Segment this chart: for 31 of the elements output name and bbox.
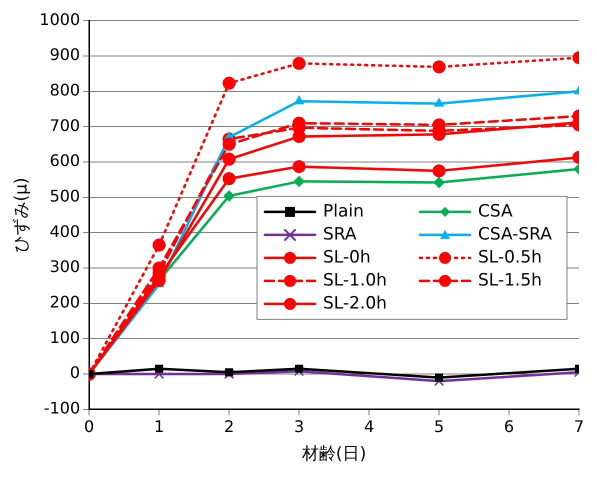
legend-label: SRA [323,224,357,244]
y-tick-label: 700 [50,116,80,135]
y-tick-label: -100 [44,398,80,418]
y-tick-label: 500 [50,186,80,206]
x-tick-label: 3 [294,417,304,436]
x-tick-label: 1 [154,417,164,436]
x-tick-label: 5 [434,417,444,436]
x-tick-label: 2 [224,417,234,436]
legend-label: CSA-SRA [478,224,552,244]
legend-label: SL-1.0h [323,270,387,290]
x-tick-label: 0 [84,417,94,436]
y-axis-title: ひずみ(μ) [12,177,32,253]
y-tick-label: 0 [70,363,80,382]
x-axis-title: 材齢(日) [300,444,366,464]
x-tick-label: 4 [364,417,374,436]
y-tick-label: 600 [50,151,80,170]
legend-label: SL-1.5h [478,270,542,290]
y-tick-label: 1000 [39,10,80,29]
legend-label: CSA [478,201,513,222]
legend-label: SL-0h [323,247,371,268]
legend-label: SL-0.5h [478,247,542,268]
legend-label: SL-2.0h [323,293,387,314]
y-tick-label: 200 [50,292,80,312]
x-tick-label: 6 [504,417,514,436]
y-tick-label: 300 [50,257,80,276]
x-tick-label: 7 [574,417,584,436]
y-tick-label: 800 [50,80,80,100]
y-tick-label: 100 [50,328,80,347]
y-tick-label: 900 [50,45,80,64]
y-tick-label: 400 [50,222,80,241]
legend-label: Plain [323,201,364,222]
